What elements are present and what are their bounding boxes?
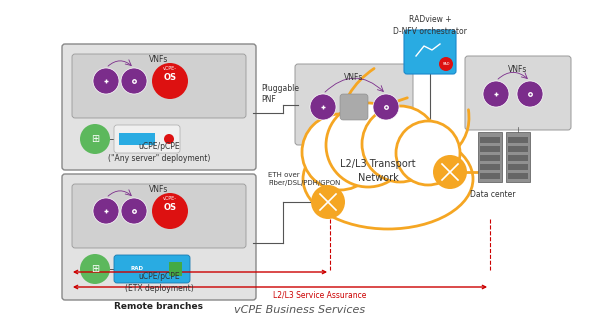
FancyBboxPatch shape bbox=[508, 146, 528, 152]
FancyBboxPatch shape bbox=[508, 173, 528, 179]
FancyBboxPatch shape bbox=[480, 155, 500, 161]
FancyBboxPatch shape bbox=[506, 132, 530, 182]
Circle shape bbox=[152, 63, 188, 99]
FancyBboxPatch shape bbox=[508, 164, 528, 170]
Text: VNFs: VNFs bbox=[149, 185, 169, 194]
FancyBboxPatch shape bbox=[478, 132, 502, 182]
Circle shape bbox=[483, 81, 509, 107]
Circle shape bbox=[93, 198, 119, 224]
Circle shape bbox=[80, 124, 110, 154]
Circle shape bbox=[517, 81, 543, 107]
Circle shape bbox=[164, 134, 174, 144]
Text: ⊞: ⊞ bbox=[91, 264, 99, 274]
Text: Data center: Data center bbox=[470, 190, 516, 199]
FancyBboxPatch shape bbox=[72, 184, 246, 248]
Circle shape bbox=[362, 106, 438, 182]
Circle shape bbox=[373, 94, 399, 120]
Text: uCPE/pCPE
(ETX deployment): uCPE/pCPE (ETX deployment) bbox=[125, 272, 193, 293]
Text: RADview +
D-NFV orchestrator: RADview + D-NFV orchestrator bbox=[393, 15, 467, 36]
Ellipse shape bbox=[303, 129, 473, 229]
Text: VNFs: VNFs bbox=[508, 65, 527, 74]
FancyBboxPatch shape bbox=[114, 255, 190, 283]
FancyBboxPatch shape bbox=[62, 174, 256, 300]
Text: L2/L3 Service Assurance: L2/L3 Service Assurance bbox=[274, 290, 367, 299]
Text: Remote branches: Remote branches bbox=[115, 302, 203, 311]
FancyBboxPatch shape bbox=[508, 137, 528, 143]
Text: L2/L3 Transport
Network: L2/L3 Transport Network bbox=[340, 159, 416, 183]
Text: vCPE-: vCPE- bbox=[163, 65, 177, 71]
Circle shape bbox=[121, 198, 147, 224]
Text: OS: OS bbox=[163, 203, 176, 213]
FancyBboxPatch shape bbox=[480, 146, 500, 152]
FancyBboxPatch shape bbox=[72, 54, 246, 118]
Circle shape bbox=[311, 185, 345, 219]
Text: ETH over
Fiber/DSL/PDH/GPON: ETH over Fiber/DSL/PDH/GPON bbox=[268, 172, 340, 185]
Circle shape bbox=[302, 114, 378, 190]
Text: RAD: RAD bbox=[131, 267, 143, 271]
FancyBboxPatch shape bbox=[340, 94, 368, 120]
Circle shape bbox=[152, 193, 188, 229]
Circle shape bbox=[93, 68, 119, 94]
FancyBboxPatch shape bbox=[169, 262, 182, 276]
FancyBboxPatch shape bbox=[62, 44, 256, 170]
Text: OS: OS bbox=[163, 74, 176, 82]
Text: vCPE-: vCPE- bbox=[163, 196, 177, 200]
FancyBboxPatch shape bbox=[480, 137, 500, 143]
Circle shape bbox=[439, 57, 453, 71]
FancyBboxPatch shape bbox=[114, 125, 180, 153]
Text: uCPE/pCPE
("Any server" deployment): uCPE/pCPE ("Any server" deployment) bbox=[108, 142, 210, 163]
Circle shape bbox=[396, 121, 460, 185]
Circle shape bbox=[326, 103, 410, 187]
Circle shape bbox=[121, 68, 147, 94]
Text: VNFs: VNFs bbox=[149, 55, 169, 64]
FancyBboxPatch shape bbox=[404, 30, 456, 74]
FancyBboxPatch shape bbox=[480, 173, 500, 179]
Text: ⊞: ⊞ bbox=[91, 134, 99, 144]
Circle shape bbox=[433, 155, 467, 189]
FancyBboxPatch shape bbox=[508, 155, 528, 161]
Text: Pluggable
PNF: Pluggable PNF bbox=[261, 84, 299, 104]
Circle shape bbox=[80, 254, 110, 284]
FancyBboxPatch shape bbox=[480, 164, 500, 170]
FancyBboxPatch shape bbox=[119, 133, 155, 145]
Text: vCPE Business Services: vCPE Business Services bbox=[235, 305, 365, 315]
FancyBboxPatch shape bbox=[295, 64, 413, 145]
Circle shape bbox=[310, 94, 336, 120]
Text: VNFs: VNFs bbox=[344, 73, 364, 82]
FancyBboxPatch shape bbox=[465, 56, 571, 130]
Text: RAD: RAD bbox=[442, 62, 450, 66]
